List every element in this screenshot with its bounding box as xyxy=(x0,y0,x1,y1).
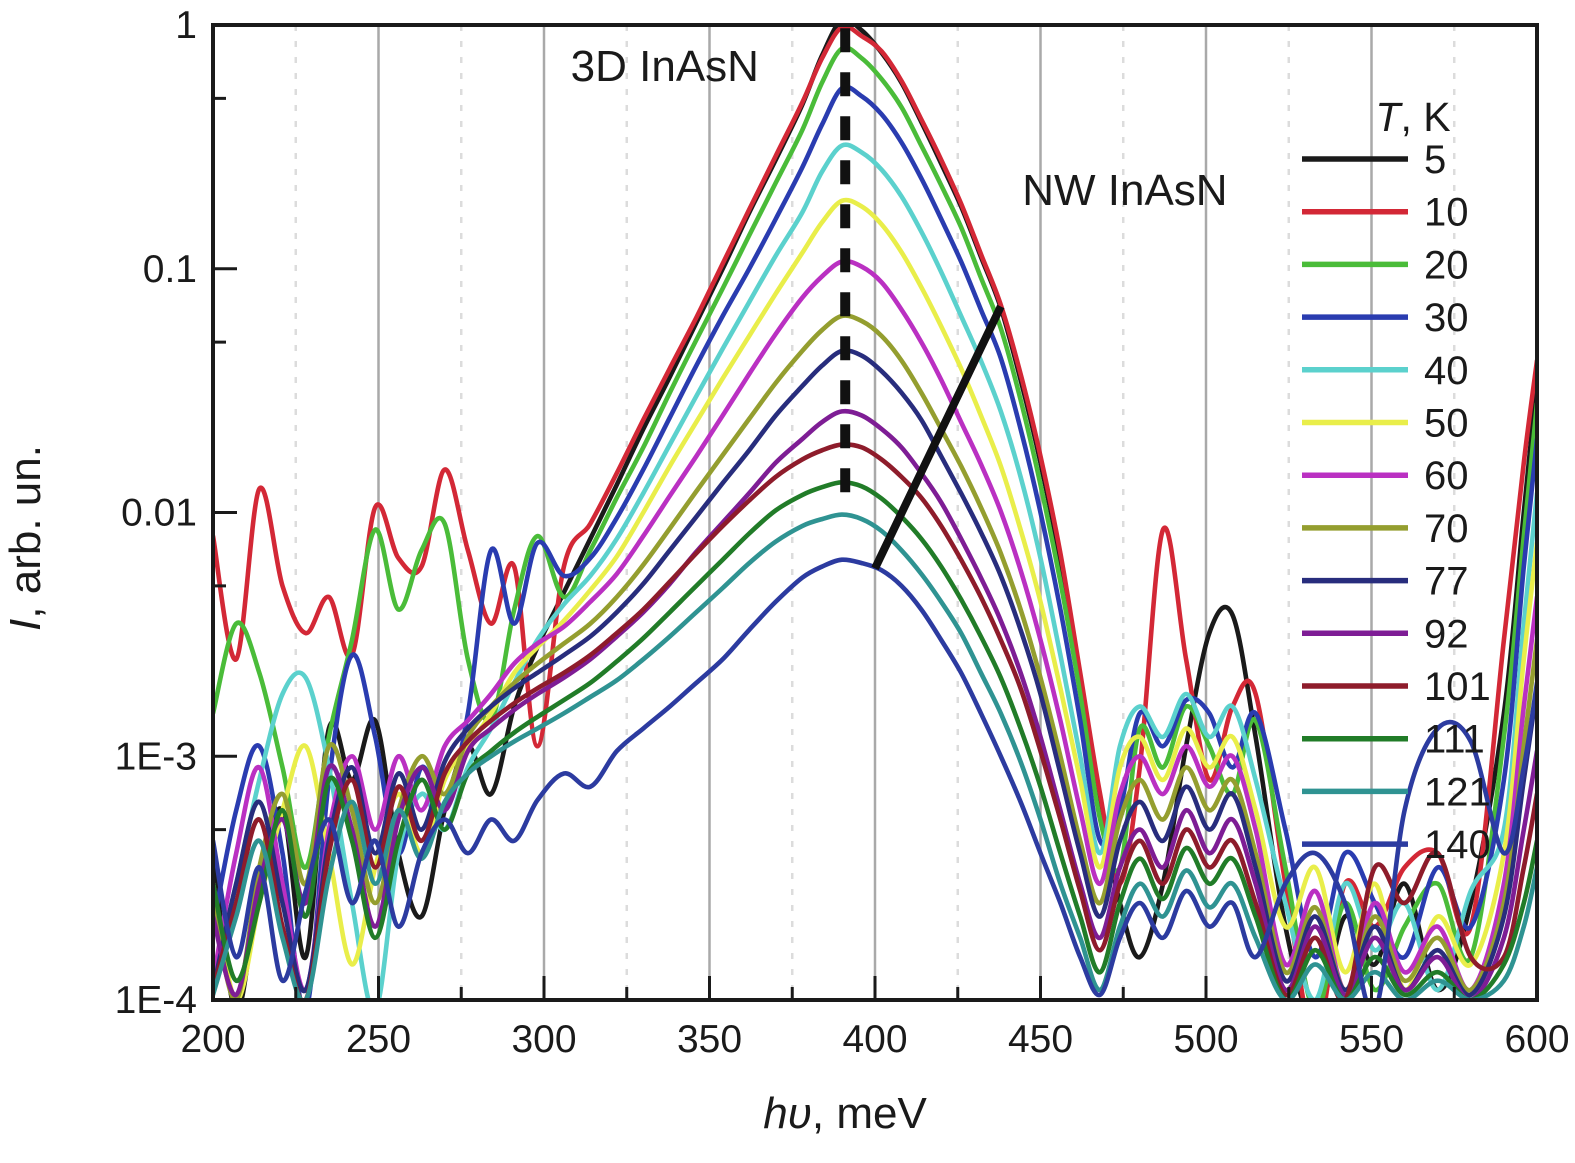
x-tick-label: 600 xyxy=(1504,1018,1569,1061)
x-tick-label: 300 xyxy=(511,1018,576,1061)
annotation-lines xyxy=(840,28,1005,571)
legend-item-20K: 20 xyxy=(1302,243,1469,287)
y-tick-label: 1 xyxy=(175,4,197,47)
legend-item-121K: 121 xyxy=(1302,770,1491,814)
y-tick-label: 1E-4 xyxy=(115,979,197,1022)
y-tick-label: 1E-3 xyxy=(115,735,197,778)
legend-item-92K: 92 xyxy=(1302,612,1469,656)
series-line-140K xyxy=(213,557,1537,1000)
legend-label: 140 xyxy=(1424,823,1491,867)
legend-label: 20 xyxy=(1424,243,1469,287)
x-tick-label: 250 xyxy=(346,1018,411,1061)
annotation-nw-inasn: NW InAsN xyxy=(1022,166,1227,215)
series-line-77K xyxy=(213,348,1537,998)
x-axis-title-unit: , meV xyxy=(812,1089,928,1138)
x-tick-label: 500 xyxy=(1173,1018,1238,1061)
annotation-3d-inasn: 3D InAsN xyxy=(571,42,759,91)
axis-tick-labels: 200 250 300 350 400 450 500 550 60010.10.011E-31… xyxy=(115,4,1570,1061)
legend-item-30K: 30 xyxy=(1302,296,1469,340)
legend-label: 101 xyxy=(1424,665,1491,709)
x-tick-label: 550 xyxy=(1339,1018,1404,1061)
legend-item-140K: 140 xyxy=(1302,823,1491,867)
series-line-111K xyxy=(213,479,1537,1000)
y-axis-title: I, arb. un. xyxy=(1,445,50,631)
x-axis-title: hυ, meV xyxy=(763,1089,927,1138)
axis-ticks xyxy=(211,23,1539,1002)
series-line-121K xyxy=(213,512,1537,1000)
x-tick-label: 400 xyxy=(842,1018,907,1061)
x-tick-label: 350 xyxy=(677,1018,742,1061)
y-axis-title-unit: , arb. un. xyxy=(1,445,50,619)
legend-title: T, K xyxy=(1375,94,1450,140)
legend-label: 77 xyxy=(1424,560,1469,604)
legend: 5 10 20 30 40 50 60 70 77 92 101 111 121 140 xyxy=(1302,138,1491,867)
legend-item-60K: 60 xyxy=(1302,454,1469,498)
x-axis-title-symbol: hυ xyxy=(763,1089,812,1138)
legend-label: 60 xyxy=(1424,454,1469,498)
legend-item-5K: 5 xyxy=(1302,138,1446,182)
series-line-10K xyxy=(213,25,1537,1000)
legend-label: 111 xyxy=(1424,718,1485,762)
legend-item-101K: 101 xyxy=(1302,665,1491,709)
static-labels: hυ, meV I, arb. un. T, K 3D InAsN NW InA… xyxy=(1,42,1451,1138)
legend-item-70K: 70 xyxy=(1302,507,1469,551)
x-tick-label: 450 xyxy=(1008,1018,1073,1061)
legend-label: 30 xyxy=(1424,296,1469,340)
legend-label: 5 xyxy=(1424,138,1446,182)
legend-label: 70 xyxy=(1424,507,1469,551)
legend-label: 92 xyxy=(1424,612,1469,656)
series-line-101K xyxy=(213,442,1537,1000)
legend-item-77K: 77 xyxy=(1302,560,1469,604)
shoulder-trend-line xyxy=(871,304,1005,571)
series-line-20K xyxy=(213,45,1537,1000)
legend-item-111K: 111 xyxy=(1302,718,1485,762)
legend-item-40K: 40 xyxy=(1302,349,1469,393)
legend-label: 40 xyxy=(1424,349,1469,393)
y-tick-label: 0.1 xyxy=(143,248,197,291)
series-line-92K xyxy=(213,408,1537,1000)
legend-label: 10 xyxy=(1424,191,1469,235)
legend-label: 50 xyxy=(1424,402,1469,446)
y-tick-label: 0.01 xyxy=(121,492,197,535)
legend-title-symbol: T xyxy=(1375,94,1403,140)
legend-label: 121 xyxy=(1424,770,1491,814)
legend-item-50K: 50 xyxy=(1302,402,1469,446)
legend-title-unit: , K xyxy=(1400,94,1450,140)
series-line-60K xyxy=(213,258,1537,993)
x-tick-label: 200 xyxy=(180,1018,245,1061)
y-axis-title-symbol: I xyxy=(1,619,50,631)
legend-item-10K: 10 xyxy=(1302,191,1469,235)
